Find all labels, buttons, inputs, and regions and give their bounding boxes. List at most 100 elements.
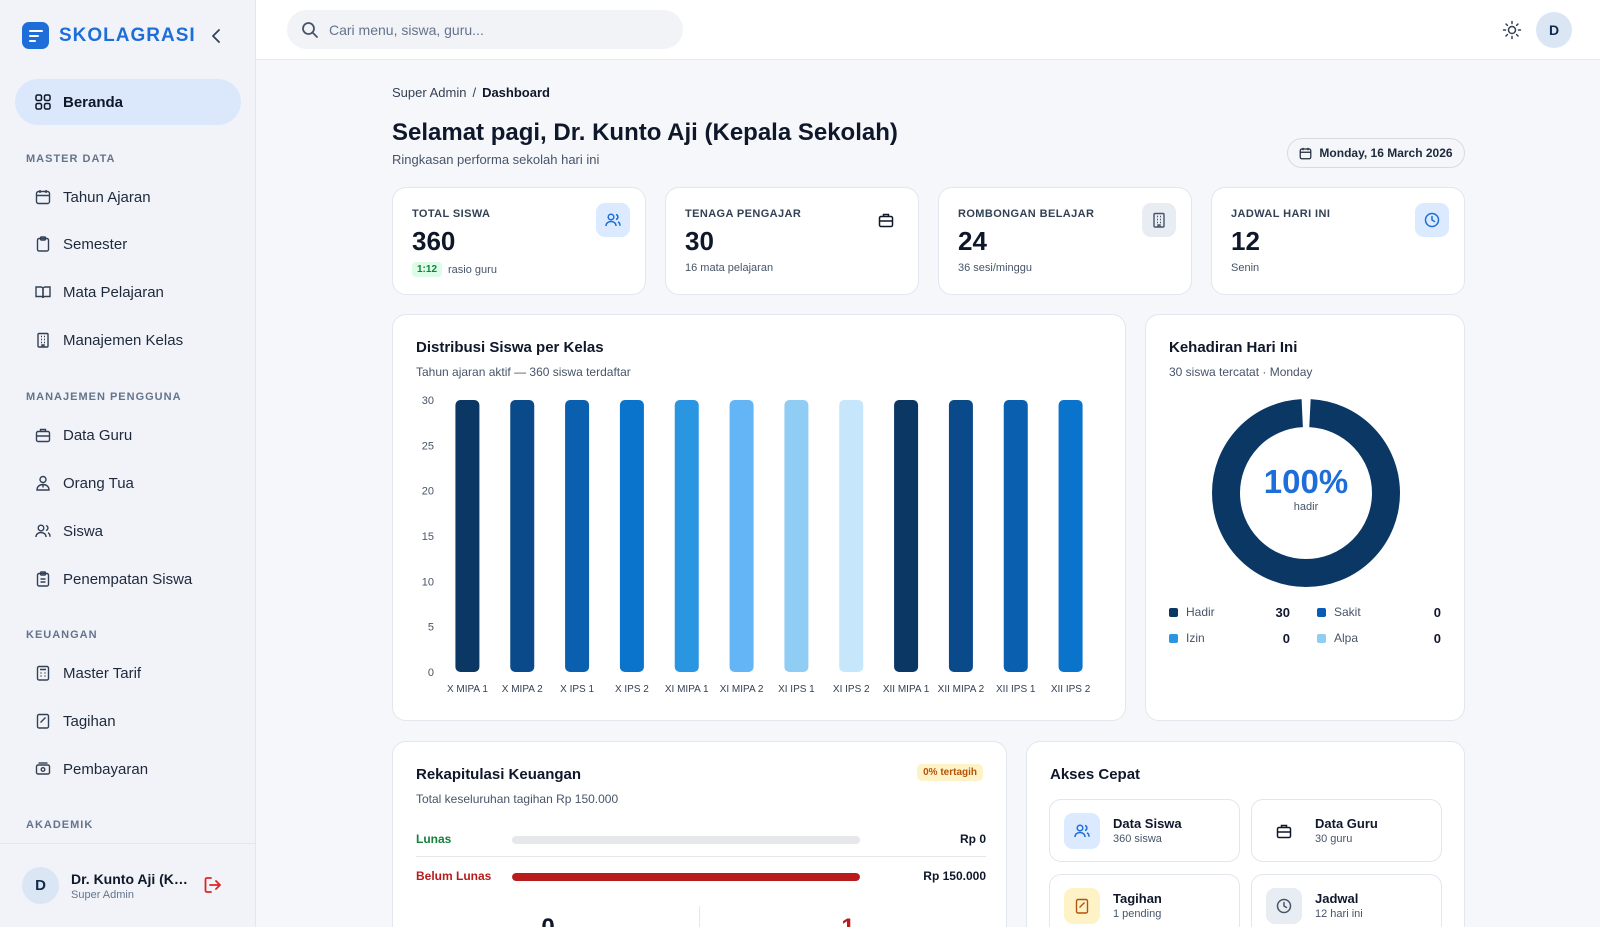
sidebar-item-penempatan-siswa[interactable]: Penempatan Siswa [35,567,235,591]
user-profile[interactable]: D Dr. Kunto Aji (Kepala Sekolah) Super A… [0,843,256,927]
calculator-icon [36,665,50,681]
sidebar-item-master-tarif[interactable]: Master Tarif [35,661,235,685]
sidebar-item-semester[interactable]: Semester [35,232,235,256]
bar[interactable] [729,400,754,672]
clock-icon [1266,888,1302,924]
bar-chart: 0 5 10 15 20 25 30 X MIPA 1 X MIPA 2 X IPS 1 X IPS… [422,395,1091,695]
briefcase-icon [869,203,903,237]
grid-icon [35,94,51,110]
bar[interactable] [784,400,809,672]
search-box[interactable] [287,10,683,49]
sidebar-item-siswa[interactable]: Siswa [35,519,235,543]
bar[interactable] [565,400,590,672]
collapse-sidebar-button[interactable] [206,26,226,46]
sidebar-item-data-guru[interactable]: Data Guru [35,423,235,447]
distribution-title: Distribusi Siswa per Kelas [416,339,604,356]
legend-izin-value: 0 [1282,631,1290,646]
theme-toggle-button[interactable] [1502,20,1522,40]
x-tick-label: X MIPA 1 [447,684,488,695]
users-icon [1064,813,1100,849]
logo-icon [22,22,49,49]
ratio-badge: 1:12 [412,262,443,277]
section-manajemen-pengguna: MANAJEMEN PENGGUNA [26,391,182,403]
sidebar-item-manajemen-kelas[interactable]: Manajemen Kelas [35,328,235,352]
page-subtitle: Ringkasan performa sekolah hari ini [392,152,600,167]
bar[interactable] [510,400,535,672]
sidebar-item-mata-pelajaran[interactable]: Mata Pelajaran [35,280,235,304]
chevron-left-icon [212,29,220,43]
sidebar-item-tahun-ajaran[interactable]: Tahun Ajaran [35,185,235,209]
receipt-icon [36,713,50,729]
quick-access-card: Akses Cepat Data Siswa 360 siswa Data Gu… [1026,741,1465,927]
sidebar-item-label: Beranda [63,93,124,111]
attendance-title: Kehadiran Hari Ini [1169,339,1298,356]
avatar-button[interactable]: D [1536,12,1572,48]
bar[interactable] [674,400,699,672]
stat-card-total-siswa: TOTAL SISWA 360 1:12 rasio guru [392,187,646,295]
quick-jadwal-button[interactable]: Jadwal 12 hari ini [1251,874,1442,927]
stat-value: 24 [958,226,987,256]
legend-izin: Izin [1169,631,1205,645]
sidebar-item-pembayaran[interactable]: Pembayaran [35,757,235,781]
avatar: D [22,867,59,904]
bar[interactable] [948,400,973,672]
section-master-data: MASTER DATA [26,153,116,165]
logout-button[interactable] [203,875,223,895]
x-tick-label: XI IPS 1 [778,684,815,695]
attendance-percent: 100% [1263,463,1349,500]
stat-card-rombongan-belajar: ROMBONGAN BELAJAR 24 36 sesi/minggu [938,187,1192,295]
attendance-subtitle: 30 siswa tercatat · Monday [1169,365,1313,379]
x-tick-label: XI MIPA 2 [720,684,764,695]
bar[interactable] [619,400,644,672]
bar[interactable] [839,400,864,672]
topbar: D [256,0,1600,60]
book-icon [35,286,51,299]
briefcase-icon [1266,813,1302,849]
finance-row-belum-lunas: Belum Lunas Rp 150.000 [416,869,986,883]
bar[interactable] [455,400,480,672]
progress-bar-belum-lunas [512,873,860,881]
briefcase-icon [35,428,51,443]
collected-badge: 0% tertagih [917,764,983,781]
brand[interactable]: SKOLAGRASI [22,22,196,49]
sidebar-item-beranda[interactable]: Beranda [15,79,241,125]
y-tick-label: 15 [422,531,434,543]
progress-fill-belum-lunas [512,873,860,881]
calendar-icon [35,190,51,205]
clipboard-icon [36,236,50,252]
sun-icon [1502,20,1522,40]
page-title: Selamat pagi, Dr. Kunto Aji (Kepala Seko… [392,119,898,146]
attendance-donut-chart [1212,399,1400,587]
finance-row-lunas: Lunas Rp 0 [416,832,986,846]
legend-hadir: Hadir [1169,605,1215,619]
sidebar: SKOLAGRASI Beranda MASTER DATA Tahun Aja… [0,0,256,927]
bar[interactable] [1058,400,1083,672]
sidebar-item-orang-tua[interactable]: Orang Tua [35,471,235,495]
donut-slice-hadir[interactable] [1212,399,1400,587]
search-input[interactable] [329,21,649,38]
breadcrumb-current: Dashboard [482,85,550,100]
sidebar-item-tagihan[interactable]: Tagihan [35,709,235,733]
clipboard-list-icon [36,571,50,587]
divider [416,856,986,857]
y-tick-label: 10 [422,576,434,588]
x-tick-label: X IPS 1 [560,684,594,695]
legend-alpa-value: 0 [1433,631,1441,646]
x-tick-label: XII IPS 1 [996,684,1036,695]
x-tick-label: X MIPA 2 [502,684,543,695]
finance-subtitle: Total keseluruhan tagihan Rp 150.000 [416,792,619,806]
bar[interactable] [894,400,919,672]
quick-data-siswa-button[interactable]: Data Siswa 360 siswa [1049,799,1240,862]
stat-value: 360 [412,226,456,256]
breadcrumb-root[interactable]: Super Admin [392,85,467,100]
quick-tagihan-button[interactable]: Tagihan 1 pending [1049,874,1240,927]
divider [699,906,700,927]
bar[interactable] [1003,400,1028,672]
x-tick-label: X IPS 2 [615,684,649,695]
quick-data-guru-button[interactable]: Data Guru 30 guru [1251,799,1442,862]
legend-sakit: Sakit [1317,605,1361,619]
attendance-percent-label: hadir [1293,501,1319,513]
receipt-icon [1064,888,1100,924]
x-tick-label: XII MIPA 2 [938,684,985,695]
x-tick-label: XI IPS 2 [833,684,870,695]
